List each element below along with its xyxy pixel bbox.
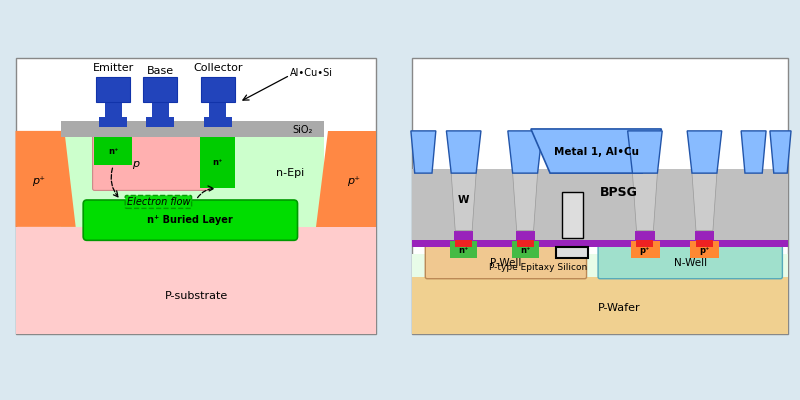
FancyBboxPatch shape bbox=[690, 242, 719, 258]
Text: n⁺: n⁺ bbox=[108, 147, 118, 156]
Text: P-substrate: P-substrate bbox=[164, 291, 228, 301]
FancyBboxPatch shape bbox=[637, 234, 654, 247]
FancyBboxPatch shape bbox=[517, 234, 534, 247]
FancyBboxPatch shape bbox=[15, 58, 377, 334]
Text: Base: Base bbox=[146, 66, 174, 76]
FancyBboxPatch shape bbox=[83, 200, 298, 240]
FancyBboxPatch shape bbox=[412, 169, 788, 246]
Text: n⁺: n⁺ bbox=[213, 158, 223, 167]
Polygon shape bbox=[770, 131, 791, 173]
Text: p⁺: p⁺ bbox=[699, 246, 710, 255]
FancyBboxPatch shape bbox=[201, 77, 234, 102]
Polygon shape bbox=[687, 131, 722, 173]
FancyBboxPatch shape bbox=[454, 231, 474, 240]
Polygon shape bbox=[316, 131, 377, 227]
FancyBboxPatch shape bbox=[696, 234, 713, 247]
Polygon shape bbox=[531, 129, 662, 173]
Polygon shape bbox=[411, 131, 436, 173]
FancyBboxPatch shape bbox=[204, 102, 210, 118]
Polygon shape bbox=[628, 131, 662, 173]
FancyBboxPatch shape bbox=[169, 102, 174, 118]
Text: P-type Epitaxy Silicon: P-type Epitaxy Silicon bbox=[489, 263, 587, 272]
FancyBboxPatch shape bbox=[512, 242, 538, 258]
Polygon shape bbox=[741, 131, 766, 173]
Text: n⁺: n⁺ bbox=[458, 246, 469, 255]
Text: P-Well: P-Well bbox=[490, 258, 522, 268]
FancyBboxPatch shape bbox=[146, 118, 174, 127]
Text: p⁺: p⁺ bbox=[347, 176, 361, 186]
Polygon shape bbox=[556, 247, 589, 258]
FancyBboxPatch shape bbox=[412, 58, 788, 334]
FancyBboxPatch shape bbox=[99, 102, 105, 118]
Text: Electron flow: Electron flow bbox=[126, 197, 190, 207]
FancyBboxPatch shape bbox=[598, 244, 782, 279]
Polygon shape bbox=[633, 173, 658, 231]
FancyBboxPatch shape bbox=[61, 121, 324, 137]
Text: p: p bbox=[132, 158, 139, 168]
Polygon shape bbox=[446, 131, 481, 173]
FancyBboxPatch shape bbox=[412, 277, 788, 334]
FancyBboxPatch shape bbox=[515, 231, 534, 240]
FancyBboxPatch shape bbox=[143, 77, 178, 102]
FancyBboxPatch shape bbox=[455, 234, 472, 247]
FancyBboxPatch shape bbox=[200, 137, 235, 188]
FancyBboxPatch shape bbox=[210, 102, 226, 118]
FancyBboxPatch shape bbox=[152, 102, 169, 118]
FancyBboxPatch shape bbox=[226, 102, 232, 118]
FancyBboxPatch shape bbox=[695, 231, 714, 240]
Text: N-Well: N-Well bbox=[674, 258, 707, 268]
Text: Collector: Collector bbox=[194, 62, 243, 72]
Text: p⁺: p⁺ bbox=[31, 176, 45, 186]
Polygon shape bbox=[508, 131, 542, 173]
Text: Emitter: Emitter bbox=[93, 62, 134, 72]
FancyBboxPatch shape bbox=[99, 118, 127, 127]
FancyBboxPatch shape bbox=[96, 77, 130, 102]
Polygon shape bbox=[692, 173, 717, 231]
FancyBboxPatch shape bbox=[426, 244, 586, 279]
Text: n⁺ Buried Layer: n⁺ Buried Layer bbox=[147, 215, 234, 225]
Text: Metal 1, Al•Cu: Metal 1, Al•Cu bbox=[554, 147, 638, 157]
FancyBboxPatch shape bbox=[122, 102, 127, 118]
FancyBboxPatch shape bbox=[105, 102, 122, 118]
FancyBboxPatch shape bbox=[412, 240, 788, 247]
FancyBboxPatch shape bbox=[146, 102, 152, 118]
Text: W: W bbox=[458, 195, 470, 205]
Text: n⁺: n⁺ bbox=[520, 246, 530, 255]
Text: p⁺: p⁺ bbox=[640, 246, 650, 255]
FancyBboxPatch shape bbox=[412, 254, 788, 277]
FancyBboxPatch shape bbox=[93, 135, 209, 190]
FancyBboxPatch shape bbox=[61, 131, 324, 227]
Polygon shape bbox=[15, 131, 76, 227]
FancyBboxPatch shape bbox=[450, 242, 477, 258]
Text: BPSG: BPSG bbox=[600, 186, 638, 199]
Text: P-Wafer: P-Wafer bbox=[598, 302, 641, 312]
FancyBboxPatch shape bbox=[15, 227, 377, 334]
Polygon shape bbox=[513, 173, 538, 231]
FancyBboxPatch shape bbox=[204, 118, 232, 127]
Text: Al•Cu•Si: Al•Cu•Si bbox=[290, 68, 333, 78]
Text: n-Epi: n-Epi bbox=[276, 168, 304, 178]
FancyBboxPatch shape bbox=[630, 242, 659, 258]
Polygon shape bbox=[562, 192, 582, 238]
Text: SiO₂: SiO₂ bbox=[292, 125, 312, 135]
FancyBboxPatch shape bbox=[635, 231, 654, 240]
FancyBboxPatch shape bbox=[94, 137, 132, 166]
Polygon shape bbox=[451, 173, 476, 231]
